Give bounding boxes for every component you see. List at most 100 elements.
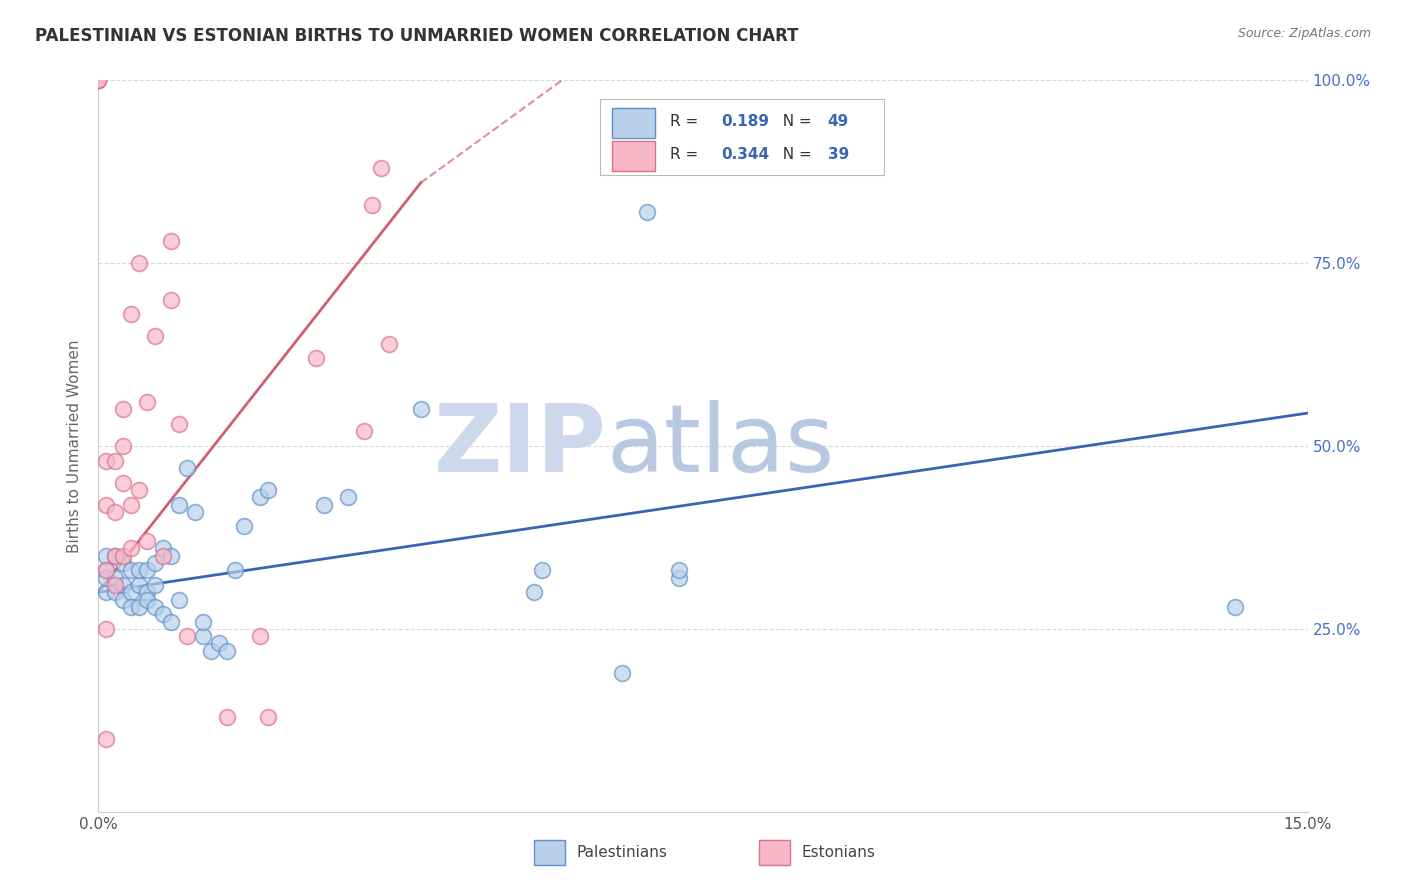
Text: R =: R = xyxy=(671,114,709,129)
Point xyxy=(120,541,142,556)
Point xyxy=(160,293,183,307)
Text: Estonians: Estonians xyxy=(801,846,876,860)
Point xyxy=(111,439,134,453)
Point xyxy=(208,636,231,650)
Point xyxy=(135,592,157,607)
Point xyxy=(96,731,118,746)
Point xyxy=(361,197,384,211)
Point xyxy=(111,475,134,490)
Point xyxy=(103,549,125,563)
Point xyxy=(143,329,166,343)
Text: 39: 39 xyxy=(828,147,849,162)
Point xyxy=(143,556,166,570)
Point xyxy=(152,607,174,622)
Point xyxy=(128,599,150,614)
Point xyxy=(128,483,150,497)
Point xyxy=(668,563,690,577)
Point xyxy=(249,490,271,504)
Point xyxy=(176,461,198,475)
Point xyxy=(96,549,118,563)
Point xyxy=(103,585,125,599)
Point xyxy=(135,395,157,409)
Point xyxy=(668,571,690,585)
FancyBboxPatch shape xyxy=(613,109,655,137)
Point xyxy=(409,402,432,417)
Point xyxy=(530,563,553,577)
Point xyxy=(103,578,125,592)
Point xyxy=(103,505,125,519)
Point xyxy=(370,161,392,175)
Point xyxy=(232,519,254,533)
Point xyxy=(135,563,157,577)
Point xyxy=(184,505,207,519)
Text: Source: ZipAtlas.com: Source: ZipAtlas.com xyxy=(1237,27,1371,40)
Text: PALESTINIAN VS ESTONIAN BIRTHS TO UNMARRIED WOMEN CORRELATION CHART: PALESTINIAN VS ESTONIAN BIRTHS TO UNMARR… xyxy=(35,27,799,45)
Point xyxy=(305,351,328,366)
Point xyxy=(96,622,118,636)
Text: ZIP: ZIP xyxy=(433,400,606,492)
Point xyxy=(128,256,150,270)
Point xyxy=(111,592,134,607)
Point xyxy=(160,549,183,563)
FancyBboxPatch shape xyxy=(613,142,655,170)
Point xyxy=(160,615,183,629)
Point xyxy=(337,490,360,504)
Point xyxy=(217,644,239,658)
Point xyxy=(143,578,166,592)
Point xyxy=(176,629,198,643)
Point xyxy=(96,453,118,467)
Point xyxy=(217,709,239,723)
Point xyxy=(353,425,375,439)
Point xyxy=(120,585,142,599)
Point xyxy=(111,556,134,570)
Point xyxy=(96,563,118,577)
Point xyxy=(87,73,110,87)
Text: 0.189: 0.189 xyxy=(721,114,769,129)
FancyBboxPatch shape xyxy=(759,840,790,865)
Y-axis label: Births to Unmarried Women: Births to Unmarried Women xyxy=(67,339,83,553)
Point xyxy=(143,599,166,614)
Point xyxy=(111,402,134,417)
Point xyxy=(111,549,134,563)
Point xyxy=(96,585,118,599)
Point xyxy=(87,73,110,87)
Text: atlas: atlas xyxy=(606,400,835,492)
Text: N =: N = xyxy=(773,147,817,162)
Point xyxy=(111,578,134,592)
Point xyxy=(120,599,142,614)
Point xyxy=(128,563,150,577)
Point xyxy=(87,73,110,87)
FancyBboxPatch shape xyxy=(534,840,565,865)
FancyBboxPatch shape xyxy=(600,99,884,176)
Point xyxy=(193,629,215,643)
Text: 49: 49 xyxy=(828,114,849,129)
Point xyxy=(103,453,125,467)
Point xyxy=(96,571,118,585)
Point xyxy=(200,644,222,658)
Point xyxy=(167,498,190,512)
Point xyxy=(193,615,215,629)
Point xyxy=(128,578,150,592)
Point xyxy=(314,498,336,512)
Point xyxy=(612,665,634,680)
Point xyxy=(135,585,157,599)
Text: 0.344: 0.344 xyxy=(721,147,769,162)
Point xyxy=(103,549,125,563)
Point xyxy=(96,563,118,577)
Point xyxy=(120,563,142,577)
Point xyxy=(120,498,142,512)
Point xyxy=(377,336,399,351)
Point xyxy=(224,563,246,577)
Point xyxy=(256,709,278,723)
Text: R =: R = xyxy=(671,147,709,162)
Point xyxy=(160,234,183,248)
Point xyxy=(256,483,278,497)
Point xyxy=(120,307,142,321)
Point xyxy=(152,549,174,563)
Point xyxy=(1223,599,1246,614)
Text: N =: N = xyxy=(773,114,817,129)
Point xyxy=(167,417,190,431)
Point xyxy=(249,629,271,643)
Point xyxy=(96,498,118,512)
Point xyxy=(152,541,174,556)
